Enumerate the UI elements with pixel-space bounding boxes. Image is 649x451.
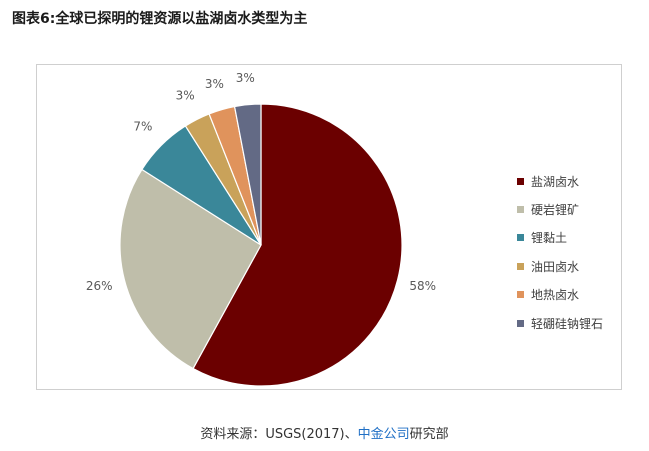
pie-data-label: 3% [205,77,224,91]
pie-data-label: 26% [86,279,113,293]
source-suffix: 研究部 [409,427,449,442]
chart-area: 58% 26% 7% 3% 3% 3% 盐湖卤水硬岩锂矿锂黏土油田卤水地热卤水轻硼硅钠锂石 [36,64,622,390]
pie-data-label: 7% [133,119,152,133]
legend-swatch [517,262,524,270]
source-prefix: 资料来源：USGS(2017)、 [200,427,358,442]
source-link[interactable]: 中金公司 [357,427,410,442]
legend-item: 轻硼硅钠锂石 [517,309,603,337]
legend-label: 盐湖卤水 [531,174,580,189]
legend-label: 油田卤水 [531,259,580,274]
legend-label: 地热卤水 [531,288,580,303]
pie-data-label: 58% [409,279,436,293]
legend-item: 油田卤水 [517,252,603,280]
pie-slice-6 [233,103,262,246]
pie-slice-2 [119,168,262,370]
legend-item: 地热卤水 [517,281,603,309]
source-note: 资料来源：USGS(2017)、中金公司研究部 [0,423,649,442]
legend-label: 轻硼硅钠锂石 [531,316,604,331]
pie-slices [119,103,403,387]
pie-data-label: 3% [176,89,195,103]
legend-swatch [517,234,524,242]
legend-label: 锂黏土 [531,231,568,246]
pie-data-labels: 58% 26% 7% 3% 3% 3% [86,71,436,293]
pie-chart: 58% 26% 7% 3% 3% 3% [86,71,436,387]
legend-label: 硬岩锂矿 [531,203,580,218]
chart-legend: 盐湖卤水硬岩锂矿锂黏土油田卤水地热卤水轻硼硅钠锂石 [517,167,603,337]
chart-title: 图表6:全球已探明的锂资源以盐湖卤水类型为主 [12,11,308,27]
legend-swatch [517,291,524,299]
legend-swatch [517,206,524,214]
legend-swatch [517,319,524,327]
legend-item: 盐湖卤水 [517,167,603,195]
legend-item: 硬岩锂矿 [517,195,603,223]
legend-item: 锂黏土 [517,224,603,252]
pie-slice-1 [192,103,403,387]
legend-swatch [517,177,524,185]
pie-data-label: 3% [236,71,255,85]
